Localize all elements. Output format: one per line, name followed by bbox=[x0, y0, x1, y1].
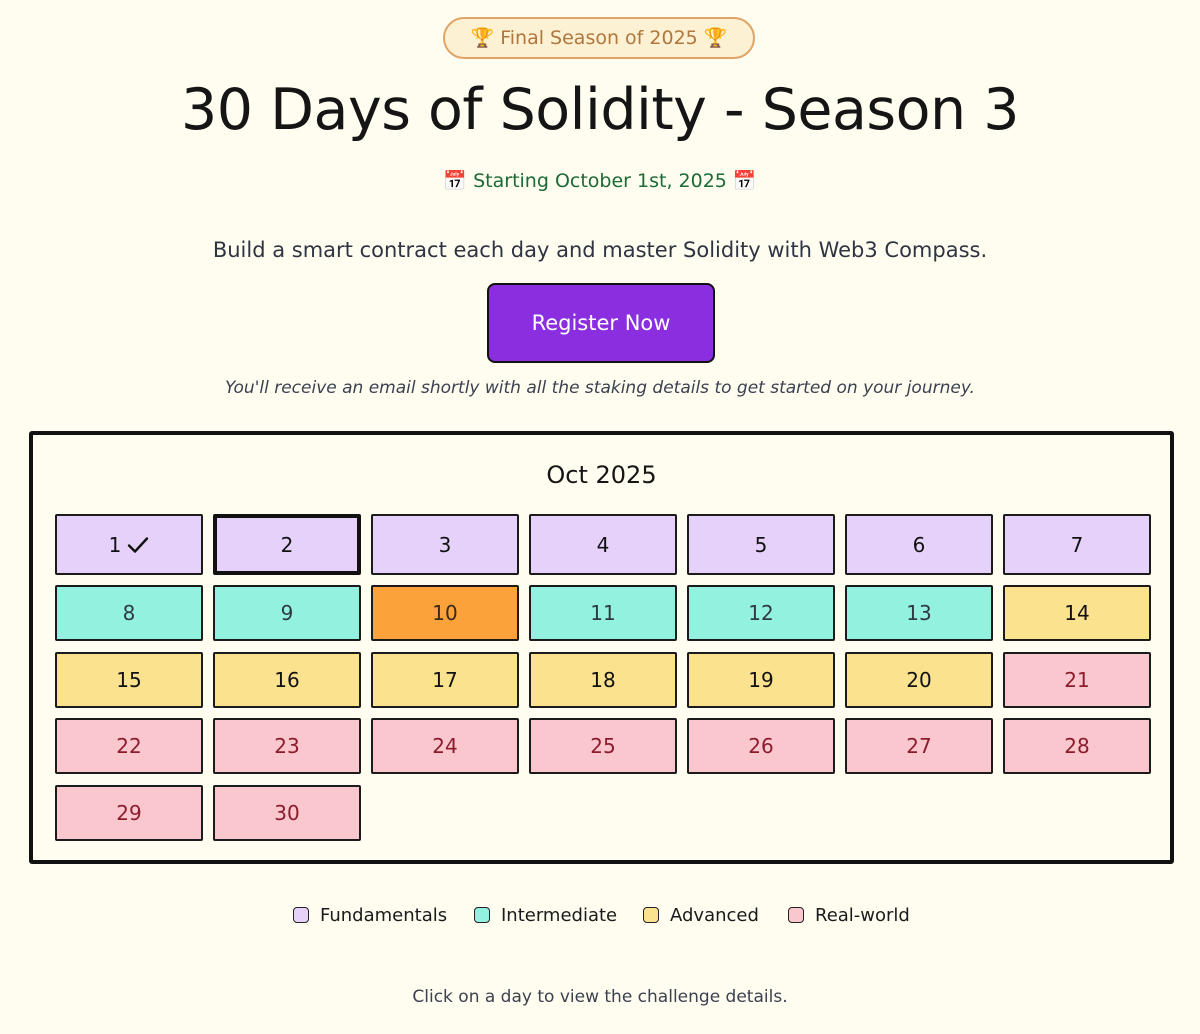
legend-label: Advanced bbox=[670, 904, 759, 926]
day-number: 13 bbox=[906, 601, 932, 625]
day-cell[interactable]: 2 bbox=[213, 514, 361, 575]
day-number: 4 bbox=[596, 532, 610, 557]
day-number: 21 bbox=[1064, 668, 1090, 692]
start-date: 📅 Starting October 1st, 2025 📅 bbox=[443, 170, 757, 192]
day-number: 11 bbox=[590, 601, 616, 625]
day-number: 25 bbox=[590, 734, 616, 758]
day-cell[interactable]: 16 bbox=[213, 652, 361, 708]
legend-swatch bbox=[474, 907, 490, 923]
day-cell[interactable]: 28 bbox=[1003, 718, 1151, 774]
day-number: 14 bbox=[1064, 601, 1090, 625]
calendar-month: Oct 2025 bbox=[546, 461, 657, 489]
day-number: 23 bbox=[274, 734, 300, 758]
day-cell[interactable]: 25 bbox=[529, 718, 677, 774]
day-cell[interactable]: 30 bbox=[213, 785, 361, 841]
day-cell[interactable]: 12 bbox=[687, 585, 835, 641]
day-number: 6 bbox=[912, 532, 926, 557]
day-cell[interactable]: 17 bbox=[371, 652, 519, 708]
register-button[interactable]: Register Now bbox=[487, 283, 715, 363]
day-cell[interactable]: 23 bbox=[213, 718, 361, 774]
legend-swatch bbox=[788, 907, 804, 923]
day-number: 24 bbox=[432, 734, 458, 758]
day-cell[interactable]: 18 bbox=[529, 652, 677, 708]
day-cell[interactable]: 13 bbox=[845, 585, 993, 641]
day-number: 22 bbox=[116, 734, 142, 758]
day-cell[interactable]: 10 bbox=[371, 585, 519, 641]
day-cell[interactable]: 29 bbox=[55, 785, 203, 841]
day-cell[interactable]: 21 bbox=[1003, 652, 1151, 708]
tagline: Build a smart contract each day and mast… bbox=[212, 238, 988, 262]
legend-label: Fundamentals bbox=[320, 904, 448, 926]
day-number: 7 bbox=[1070, 532, 1084, 557]
legend-label: Real-world bbox=[815, 904, 910, 926]
legend-item: Intermediate bbox=[474, 903, 617, 927]
email-note: You'll receive an email shortly with all… bbox=[225, 378, 975, 398]
legend-item: Fundamentals bbox=[293, 903, 447, 927]
legend-swatch bbox=[643, 907, 659, 923]
day-cell[interactable]: 15 bbox=[55, 652, 203, 708]
day-number: 9 bbox=[280, 601, 294, 625]
day-cell[interactable]: 3 bbox=[371, 514, 519, 575]
checkmark-icon bbox=[127, 536, 149, 554]
season-badge: 🏆 Final Season of 2025 🏆 bbox=[443, 17, 755, 59]
day-cell[interactable]: 24 bbox=[371, 718, 519, 774]
day-cell[interactable]: 8 bbox=[55, 585, 203, 641]
day-number: 5 bbox=[754, 532, 768, 557]
day-cell[interactable]: 7 bbox=[1003, 514, 1151, 575]
day-cell[interactable]: 1 bbox=[55, 514, 203, 575]
day-cell[interactable]: 22 bbox=[55, 718, 203, 774]
day-number: 26 bbox=[748, 734, 774, 758]
day-cell[interactable]: 9 bbox=[213, 585, 361, 641]
day-cell[interactable]: 26 bbox=[687, 718, 835, 774]
day-cell[interactable]: 6 bbox=[845, 514, 993, 575]
day-number: 10 bbox=[432, 601, 458, 625]
day-cell[interactable]: 14 bbox=[1003, 585, 1151, 641]
legend-item: Real-world bbox=[788, 903, 910, 927]
day-number: 3 bbox=[438, 532, 452, 557]
day-number: 27 bbox=[906, 734, 932, 758]
day-cell[interactable]: 11 bbox=[529, 585, 677, 641]
day-cell[interactable]: 5 bbox=[687, 514, 835, 575]
day-number: 20 bbox=[906, 668, 932, 692]
footer-hint: Click on a day to view the challenge det… bbox=[412, 987, 788, 1007]
day-cell[interactable]: 20 bbox=[845, 652, 993, 708]
day-cell[interactable]: 27 bbox=[845, 718, 993, 774]
day-number: 28 bbox=[1064, 734, 1090, 758]
day-number: 17 bbox=[432, 668, 458, 692]
day-number: 16 bbox=[274, 668, 300, 692]
day-number: 2 bbox=[280, 532, 294, 557]
day-number: 29 bbox=[116, 801, 142, 825]
page-title: 30 Days of Solidity - Season 3 bbox=[181, 77, 1019, 143]
day-number: 1 bbox=[108, 532, 122, 557]
day-number: 30 bbox=[274, 801, 300, 825]
day-number: 18 bbox=[590, 668, 616, 692]
calendar: Oct 2025 1 2 3 4 5 6 7 8 9 10 11 12 13 14 15 16 17 18 19 20… bbox=[29, 431, 1174, 864]
legend-label: Intermediate bbox=[501, 904, 618, 926]
legend-swatch bbox=[293, 907, 309, 923]
day-number: 12 bbox=[748, 601, 774, 625]
day-number: 15 bbox=[116, 668, 142, 692]
day-cell[interactable]: 19 bbox=[687, 652, 835, 708]
day-number: 8 bbox=[122, 601, 136, 625]
day-cell[interactable]: 4 bbox=[529, 514, 677, 575]
day-number: 19 bbox=[748, 668, 774, 692]
legend-item: Advanced bbox=[643, 903, 759, 927]
